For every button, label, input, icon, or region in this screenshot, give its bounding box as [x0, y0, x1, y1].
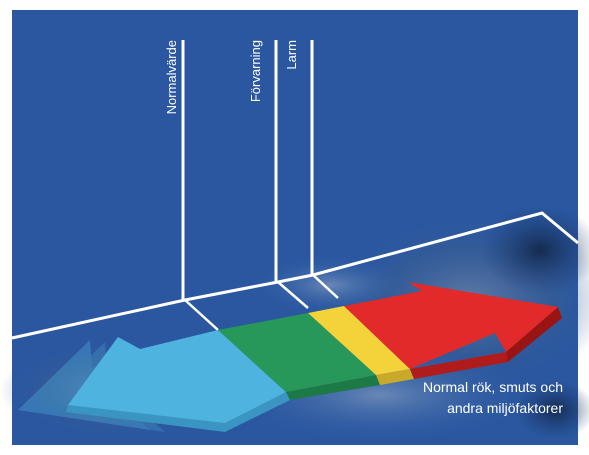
arrow-segment-blue [68, 330, 286, 423]
side-face-yellow [376, 369, 414, 385]
floor-divider-normal [184, 299, 219, 331]
threshold-label-normal: Normalvärde [164, 40, 179, 114]
threshold-label-alarm: Larm [284, 40, 299, 70]
arrow-segment-yellow [308, 306, 410, 375]
floor-divider-prealarm [277, 281, 309, 309]
side-face-red [410, 352, 508, 379]
floor-outline [11, 211, 579, 340]
caption-line-1: Normal rök, smuts och [423, 379, 563, 395]
arrow-segment-red [344, 282, 558, 369]
side-face-green [286, 375, 380, 400]
arrow-segment-green [218, 313, 376, 392]
caption-line-2: andra miljöfaktorer [447, 400, 563, 416]
side-face-red-head [506, 307, 562, 362]
floor-divider-alarm [312, 274, 339, 299]
threshold-label-prealarm: Förvarning [248, 40, 263, 102]
